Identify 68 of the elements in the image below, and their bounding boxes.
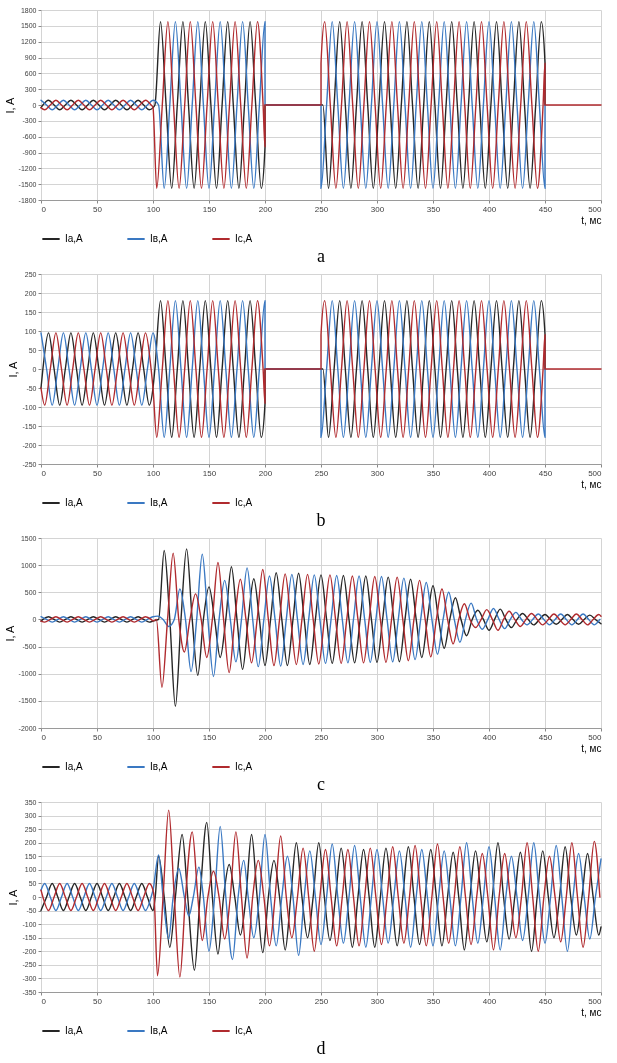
legend-label: Iв,A xyxy=(150,497,168,508)
legend-label: Iв,A xyxy=(150,1025,168,1036)
x-tick-label: 150 xyxy=(202,204,217,214)
x-tick-label: 100 xyxy=(146,204,161,214)
x-axis-title: t, мс xyxy=(581,214,602,226)
legend-label: Ic,A xyxy=(235,761,253,772)
x-tick-label: 100 xyxy=(146,732,161,742)
x-tick-label: 200 xyxy=(258,732,273,742)
legend-label: Ic,A xyxy=(235,233,253,244)
x-tick-label: 0 xyxy=(41,204,47,214)
x-tick-label: 400 xyxy=(482,468,497,478)
text: d xyxy=(316,1038,326,1058)
x-tick-label: 350 xyxy=(426,204,441,214)
x-tick-label: 50 xyxy=(93,468,103,478)
legend-label: Ic,A xyxy=(235,497,253,508)
x-tick-label: 250 xyxy=(314,732,329,742)
x-tick-label: 300 xyxy=(370,996,385,1006)
x-tick-label: 50 xyxy=(93,996,103,1006)
x-tick-label: 400 xyxy=(482,204,497,214)
legend-label: Iв,A xyxy=(150,233,168,244)
x-tick-label: 350 xyxy=(426,996,441,1006)
legend-label: Ic,A xyxy=(235,1025,253,1036)
text: a xyxy=(317,246,325,266)
x-tick-label: 50 xyxy=(93,732,103,742)
legend-label: Ia,A xyxy=(65,233,84,244)
x-axis-title: t, мс xyxy=(581,742,602,754)
x-tick-label: 150 xyxy=(202,468,217,478)
x-tick-label: 400 xyxy=(482,732,497,742)
x-tick-label: 200 xyxy=(258,204,273,214)
x-tick-label: 250 xyxy=(314,204,329,214)
x-tick-label: 450 xyxy=(538,468,553,478)
x-tick-label: 300 xyxy=(370,468,385,478)
x-tick-label: 400 xyxy=(482,996,497,1006)
x-tick-label: 150 xyxy=(202,996,217,1006)
x-tick-label: 450 xyxy=(538,732,553,742)
x-tick-label: 500 xyxy=(588,732,603,742)
y-axis-title: I, A xyxy=(7,360,20,378)
y-axis-title: I, A xyxy=(3,624,16,642)
x-tick-label: 100 xyxy=(146,996,161,1006)
y-axis-title: I, A xyxy=(3,96,16,114)
x-axis-title: t, мс xyxy=(581,1006,602,1018)
x-tick-label: 200 xyxy=(258,468,273,478)
x-tick-label: 300 xyxy=(370,732,385,742)
legend-label: Ia,A xyxy=(65,497,84,508)
x-tick-label: 350 xyxy=(426,468,441,478)
text: b xyxy=(316,510,326,530)
x-tick-label: 300 xyxy=(370,204,385,214)
x-tick-label: 200 xyxy=(258,996,273,1006)
text: c xyxy=(317,774,325,794)
x-tick-label: 250 xyxy=(314,996,329,1006)
x-tick-label: 0 xyxy=(41,732,47,742)
x-tick-label: 450 xyxy=(538,204,553,214)
x-tick-label: 500 xyxy=(588,468,603,478)
legend-label: Ia,A xyxy=(65,761,84,772)
x-tick-label: 500 xyxy=(588,996,603,1006)
x-tick-label: 100 xyxy=(146,468,161,478)
x-tick-label: 50 xyxy=(93,204,103,214)
legend-label: Ia,A xyxy=(65,1025,84,1036)
x-tick-label: 450 xyxy=(538,996,553,1006)
x-tick-label: 0 xyxy=(41,996,47,1006)
x-tick-label: 150 xyxy=(202,732,217,742)
y-axis-title: I, A xyxy=(7,888,20,906)
x-tick-label: 500 xyxy=(588,204,603,214)
x-tick-label: 0 xyxy=(41,468,47,478)
x-tick-label: 250 xyxy=(314,468,329,478)
x-tick-label: 350 xyxy=(426,732,441,742)
legend-label: Iв,A xyxy=(150,761,168,772)
x-axis-title: t, мс xyxy=(581,478,602,490)
